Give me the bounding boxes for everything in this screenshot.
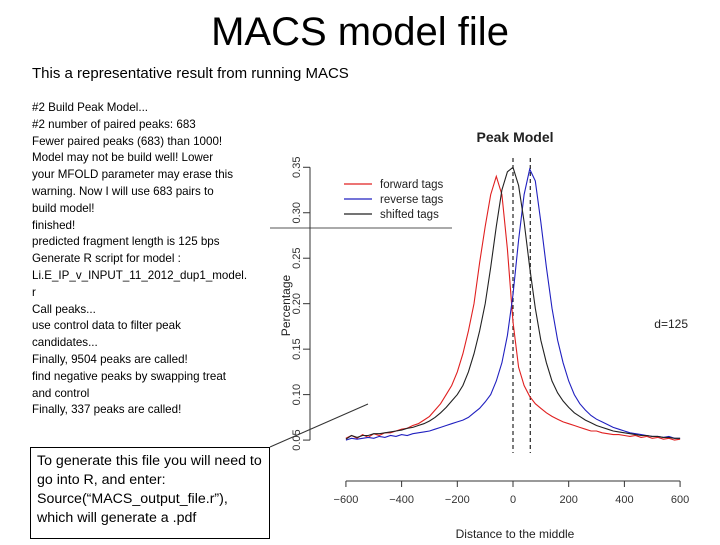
log-line: Li.E_IP_v_INPUT_11_2012_dup1_model. <box>32 268 248 282</box>
log-line: #2 Build Peak Model... <box>32 101 149 114</box>
macs-log-output: #2 Build Peak Model... #2 number of pair… <box>32 100 268 419</box>
y-tick-label: 0.20 <box>291 293 303 314</box>
log-line: Finally, 9504 peaks are called! <box>32 352 188 366</box>
y-tick-label: 0.10 <box>291 384 303 405</box>
log-line: build model! <box>32 201 95 215</box>
y-tick-label: 0.25 <box>291 248 303 269</box>
log-line: predicted fragment length is 125 bps <box>32 235 220 249</box>
series-line <box>345 174 681 441</box>
instruction-note-box: To generate this file you will need to g… <box>30 447 270 539</box>
log-line: Call peaks... <box>32 302 96 316</box>
legend-entry: shifted tags <box>380 209 439 221</box>
x-tick-label: −200 <box>445 494 470 506</box>
log-line: use control data to filter peak <box>32 319 181 333</box>
chart-title: Peak Model <box>476 129 553 145</box>
x-tick-label: 0 <box>510 494 516 506</box>
series-line <box>345 166 681 440</box>
log-line: find negative peaks by swapping treat <box>32 369 226 383</box>
log-line: Fewer paired peaks (683) than 1000! <box>32 134 223 148</box>
legend-entry: reverse tags <box>380 194 444 206</box>
log-line: r <box>32 285 36 299</box>
log-line: #2 number of paired peaks: 683 <box>32 117 196 131</box>
peak-model-chart: Peak Model Percentage Distance to the mi… <box>270 118 720 541</box>
y-tick-label: 0.05 <box>291 429 303 450</box>
y-tick-label: 0.35 <box>291 157 303 178</box>
peak-model-plot: Peak Model Percentage Distance to the mi… <box>279 129 689 541</box>
legend-entry: forward tags <box>380 179 444 191</box>
slide-title: MACS model file <box>211 10 509 54</box>
log-line: your MFOLD parameter may erase this <box>32 168 234 182</box>
chart-y-axis-label: Percentage <box>279 274 293 336</box>
x-tick-label: 200 <box>560 494 578 506</box>
chart-x-axis-label: Distance to the middle <box>456 527 575 540</box>
slide-subtitle: This a representative result from runnin… <box>32 65 349 82</box>
series-line <box>345 167 681 441</box>
log-line: Finally, 337 peaks are called! <box>32 403 182 417</box>
fragment-distance-annotation: d=125 <box>654 317 688 331</box>
log-line: warning. Now I will use 683 pairs to <box>32 184 214 198</box>
y-tick-label: 0.15 <box>291 338 303 359</box>
log-line: Model may not be build well! Lower <box>32 151 214 165</box>
x-tick-label: −400 <box>389 494 414 506</box>
x-tick-label: −600 <box>334 494 359 506</box>
x-tick-label: 400 <box>615 494 633 506</box>
log-line: candidates... <box>32 336 98 350</box>
log-line: Generate R script for model : <box>32 252 181 266</box>
x-tick-label: 600 <box>671 494 689 506</box>
log-line: finished! <box>32 218 76 232</box>
instruction-note-text: To generate this file you will need to g… <box>37 453 262 526</box>
y-tick-label: 0.30 <box>291 202 303 223</box>
log-line: and control <box>32 386 90 400</box>
